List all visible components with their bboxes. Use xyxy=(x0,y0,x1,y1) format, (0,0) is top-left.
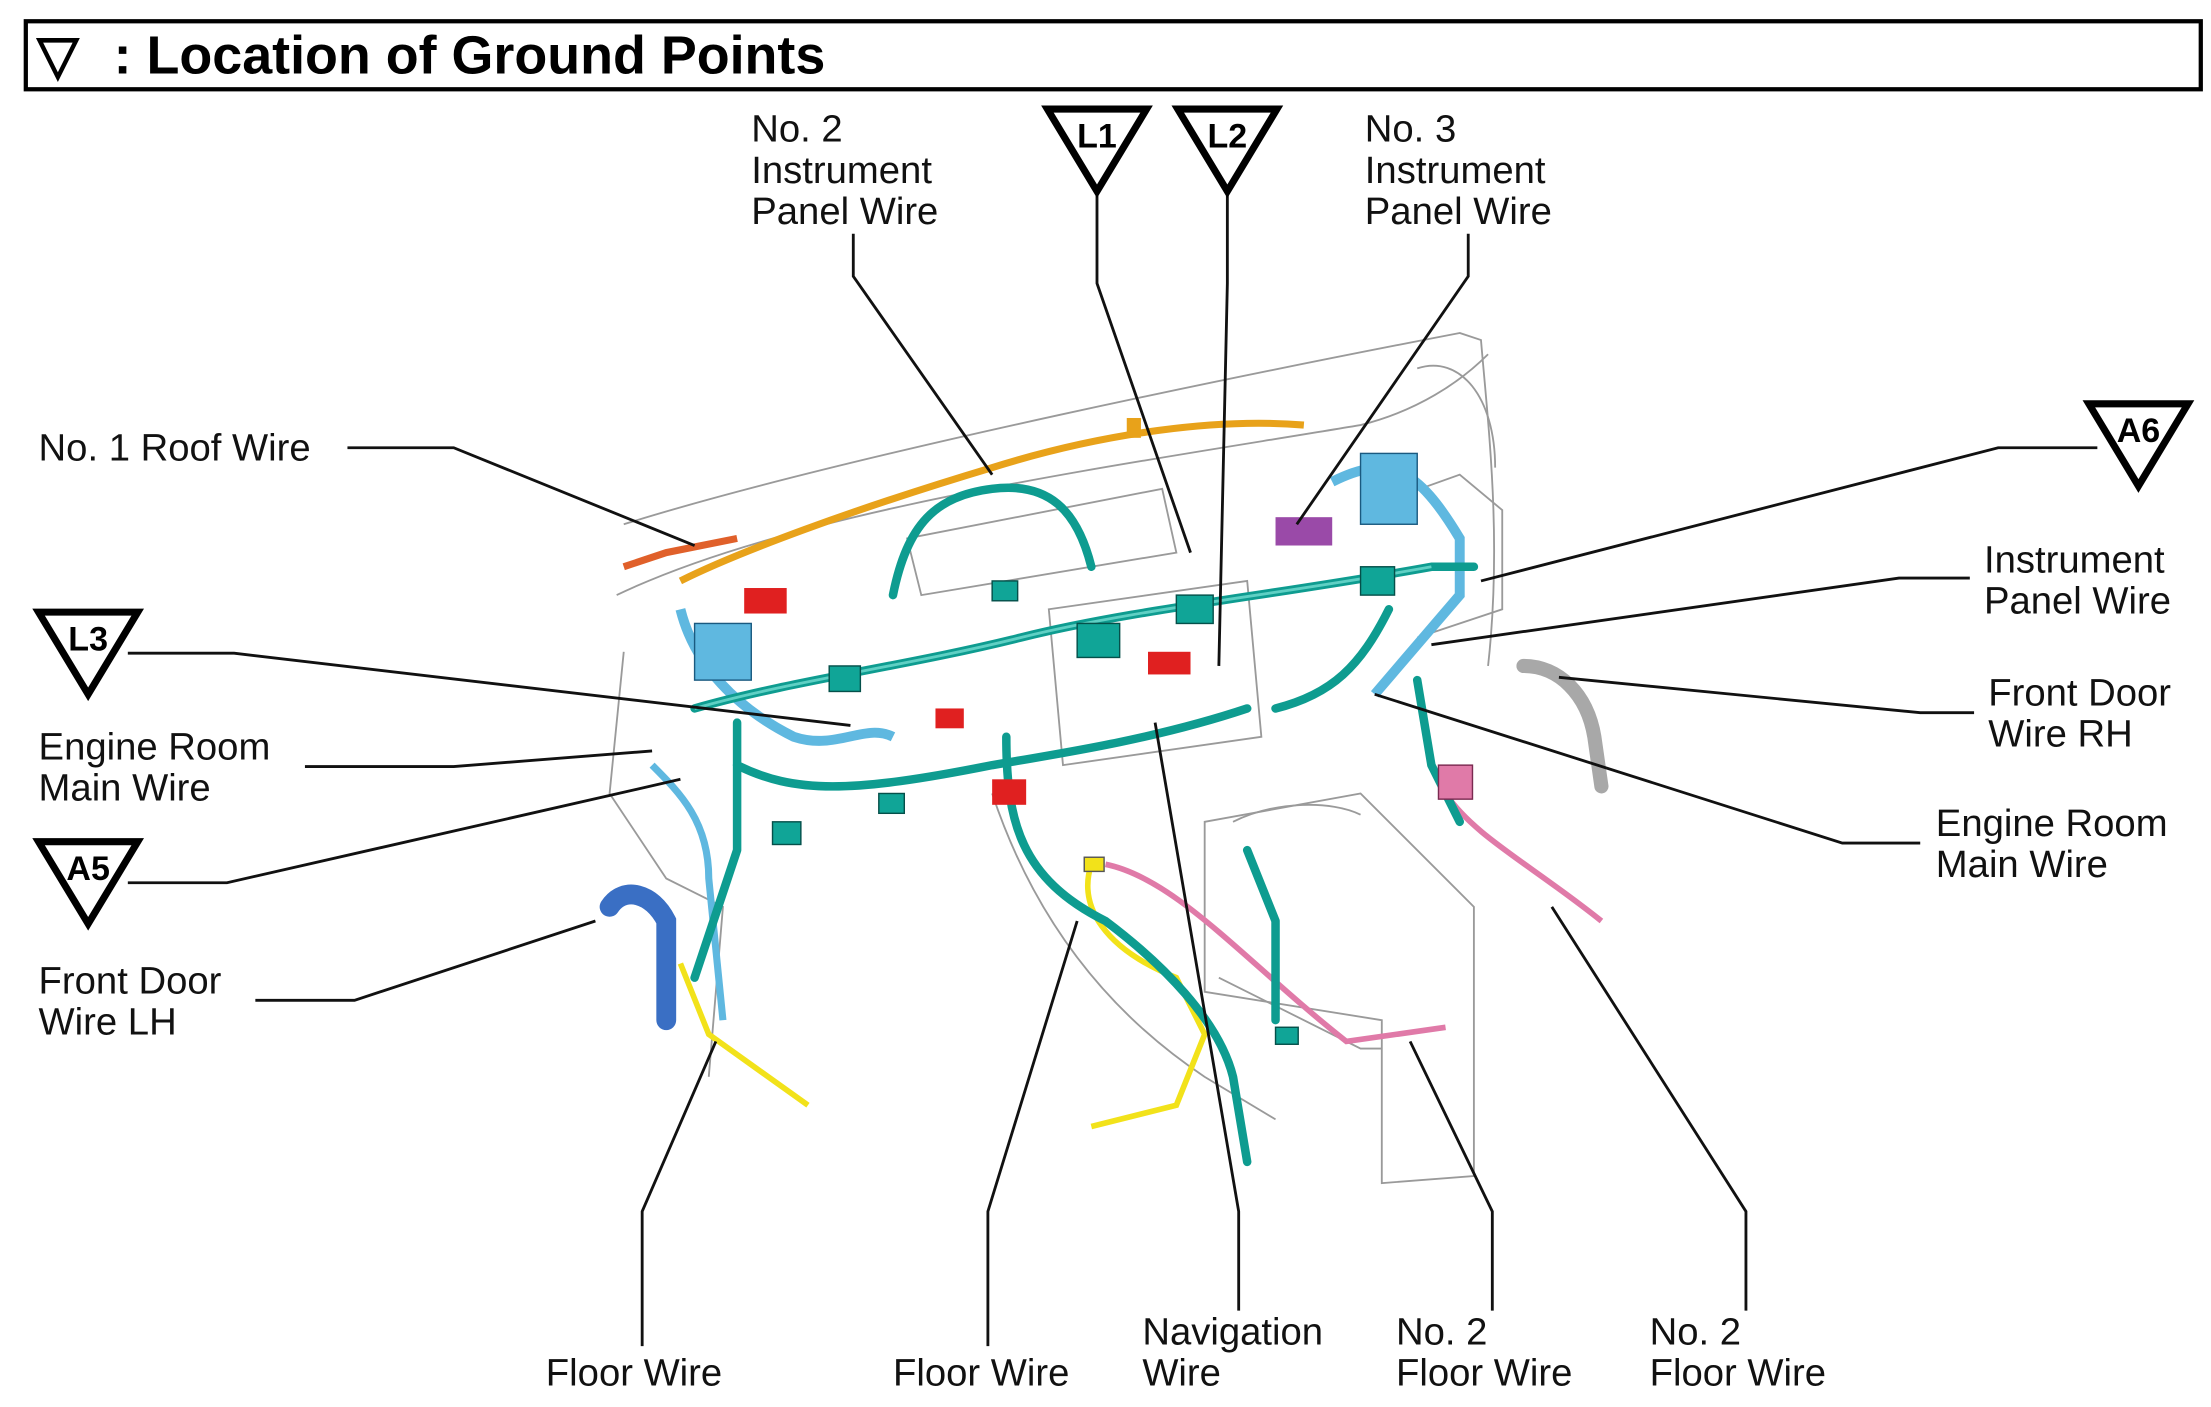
ground-point-id: A6 xyxy=(2117,412,2160,450)
label-no2-floor-wire-center: No. 2 Floor Wire xyxy=(1396,1311,1572,1395)
page-title: : Location of Ground Points xyxy=(114,26,826,86)
ground-triangle-icon xyxy=(32,838,145,931)
leader-lines xyxy=(127,194,2098,1347)
label-no2-floor-wire-right: No. 2 Floor Wire xyxy=(1650,1311,1826,1395)
label-instrument-panel-wire: Instrument Panel Wire xyxy=(1984,538,2175,622)
no2-floor-wire-center-harness xyxy=(1104,861,1446,1045)
roof-wire-harness xyxy=(622,534,738,571)
ground-triangle-icon xyxy=(32,608,145,702)
label-front-door-wire-lh: Front Door Wire LH xyxy=(39,959,232,1043)
label-engine-room-main-wire-right: Engine Room Main Wire xyxy=(1936,802,2178,886)
floor-wire-left-harness xyxy=(677,962,810,1108)
ground-point-id: L1 xyxy=(1077,117,1117,155)
label-front-door-wire-rh: Front Door Wire RH xyxy=(1988,672,2181,756)
ground-point-id: L3 xyxy=(68,620,108,658)
label-no1-roof-wire: No. 1 Roof Wire xyxy=(39,426,311,469)
label-navigation-wire: Navigation Wire xyxy=(1142,1311,1333,1395)
no2-instrument-panel-wire-harness xyxy=(678,419,1305,585)
ground-point-L2: L2 xyxy=(1171,105,1284,199)
dashboard-outline xyxy=(608,332,1504,1185)
label-no2-instrument-panel-wire: No. 2 Instrument Panel Wire xyxy=(751,108,942,233)
ground-triangle-icon xyxy=(1171,105,1284,199)
label-engine-room-main-wire-left: Engine Room Main Wire xyxy=(39,725,281,809)
ground-point-A5: A5 xyxy=(32,838,145,931)
label-floor-wire-center: Floor Wire xyxy=(893,1352,1069,1395)
ground-triangle-icon xyxy=(2082,400,2195,493)
label-floor-wire-left: Floor Wire xyxy=(546,1352,722,1395)
ground-point-L3: L3 xyxy=(32,608,145,702)
front-door-wire-lh-harness xyxy=(599,884,677,1031)
ground-point-L1: L1 xyxy=(1041,105,1153,199)
ground-point-A6: A6 xyxy=(2082,400,2195,493)
wire-harness xyxy=(599,417,1609,1167)
title-box xyxy=(23,19,2203,92)
ground-triangle-icon xyxy=(1041,105,1153,199)
label-no3-instrument-panel-wire: No. 3 Instrument Panel Wire xyxy=(1365,108,1556,233)
front-door-wire-rh-harness xyxy=(1516,658,1609,794)
title-symbol: ▽ xyxy=(35,26,80,86)
ground-point-id: L2 xyxy=(1208,117,1248,155)
ground-point-id: A5 xyxy=(66,850,109,888)
